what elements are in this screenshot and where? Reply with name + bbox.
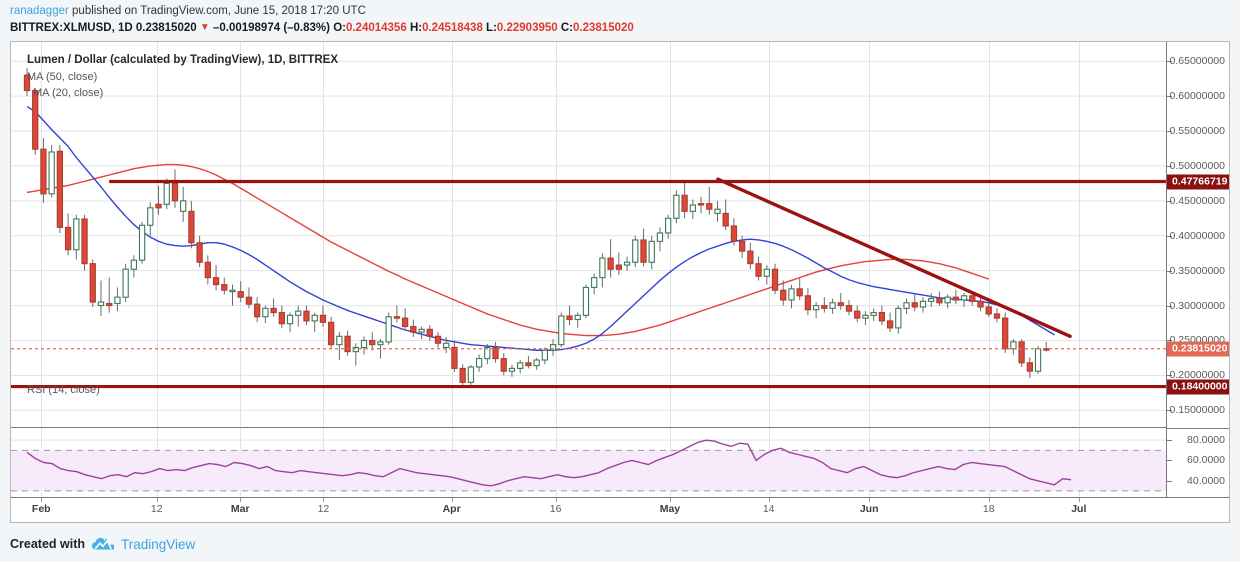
price-axis-label: 0.35000000 <box>1169 264 1225 277</box>
time-axis-tick <box>157 498 158 502</box>
last-price: 0.23815020 <box>135 22 197 34</box>
low-value: 0.22903950 <box>496 22 558 34</box>
time-axis-label: 12 <box>317 503 330 515</box>
rsi-axis-tick <box>1167 460 1172 462</box>
time-axis-label: Mar <box>230 503 250 515</box>
price-axis-tick <box>1167 270 1172 272</box>
time-axis-tick <box>556 498 557 502</box>
time-axis[interactable]: Feb 12 Mar 12 Apr 16 May 14 Jun 18 Jul <box>11 497 1229 522</box>
time-axis-tick <box>1079 498 1080 502</box>
rsi-axis-label: 80.0000 <box>1187 434 1225 447</box>
price-axis-label: 0.30000000 <box>1169 299 1225 312</box>
change-absolute: –0.00198974 <box>212 22 281 34</box>
rsi-axis-tick <box>1167 440 1172 442</box>
time-axis-tick <box>452 498 453 502</box>
rsi-axis-tick <box>1167 480 1172 482</box>
high-label: H: <box>409 22 423 34</box>
time-axis-tick <box>41 498 42 502</box>
chart-svg <box>11 42 1166 497</box>
rsi-legend[interactable]: RSI (14, close) <box>27 384 100 396</box>
price-axis-label: 0.65000000 <box>1169 55 1225 68</box>
price-axis-tick <box>1167 96 1172 98</box>
price-axis-tick <box>1167 410 1172 412</box>
symbol-quote-line: BITTREX:XLMUSD, 1D 0.23815020 ▼ –0.00198… <box>10 21 634 36</box>
time-axis-tick <box>240 498 241 502</box>
time-axis-label: 16 <box>549 503 562 515</box>
time-axis-label: Apr <box>442 503 461 515</box>
time-axis-label: 18 <box>982 503 995 515</box>
open-value: 0.24014356 <box>345 22 407 34</box>
time-axis-tick <box>670 498 671 502</box>
price-axis-label: 0.20000000 <box>1169 369 1225 382</box>
tradingview-brand-name[interactable]: TradingView <box>121 536 196 552</box>
change-percent: (–0.83%) <box>283 22 330 34</box>
chart-title: Lumen / Dollar (calculated by TradingVie… <box>27 54 338 66</box>
published-text: published on TradingView.com, June 15, 2… <box>68 5 366 17</box>
price-axis-label: 0.45000000 <box>1169 194 1225 207</box>
open-label: O: <box>333 22 346 34</box>
price-axis-tick <box>1167 200 1172 202</box>
price-tag-resistance[interactable]: 0.47766719 <box>1167 174 1229 190</box>
time-axis-label: 14 <box>762 503 775 515</box>
price-axis-tick <box>1167 375 1172 377</box>
tradingview-logo-icon <box>92 537 115 550</box>
time-axis-tick <box>323 498 324 502</box>
time-axis-label: May <box>659 503 681 515</box>
time-axis-label: Feb <box>31 503 51 515</box>
time-axis-tick <box>769 498 770 502</box>
high-value: 0.24518438 <box>422 22 483 34</box>
rsi-axis-label: 40.0000 <box>1187 474 1225 487</box>
publication-line: ranadagger published on TradingView.com,… <box>10 4 366 19</box>
price-axis-tick <box>1167 305 1172 307</box>
rsi-axis-label: 60.0000 <box>1187 454 1225 467</box>
time-axis-tick <box>869 498 870 502</box>
price-axis-tick <box>1167 340 1172 342</box>
symbol-label[interactable]: BITTREX:XLMUSD, 1D <box>10 22 133 34</box>
time-axis-label: Jun <box>859 503 879 515</box>
time-axis-label: 12 <box>150 503 163 515</box>
price-axis-label: 0.50000000 <box>1169 159 1225 172</box>
footer-attribution: Created with TradingView <box>10 533 195 555</box>
price-axis-label: 0.60000000 <box>1169 90 1225 103</box>
price-axis-label: 0.55000000 <box>1169 125 1225 138</box>
axis-pane-separator <box>1167 427 1229 429</box>
time-axis-tick <box>989 498 990 502</box>
price-axis-label: 0.40000000 <box>1169 229 1225 242</box>
low-label: L: <box>486 22 497 34</box>
price-axis-tick <box>1167 131 1172 133</box>
price-axis[interactable]: 0.65000000 0.60000000 0.55000000 0.50000000… <box>1166 42 1229 497</box>
price-axis-tick <box>1167 165 1172 167</box>
price-tag-last[interactable]: 0.23815020 <box>1167 341 1229 357</box>
close-value: 0.23815020 <box>573 22 634 34</box>
close-label: C: <box>560 22 574 34</box>
created-with-label: Created with <box>10 537 86 551</box>
time-axis-label: Jul <box>1071 503 1087 515</box>
chart-plot-area[interactable]: Lumen / Dollar (calculated by TradingVie… <box>11 42 1166 497</box>
price-tag-support[interactable]: 0.18400000 <box>1167 379 1229 395</box>
chart-container[interactable]: Lumen / Dollar (calculated by TradingVie… <box>10 41 1230 523</box>
price-axis-tick <box>1167 61 1172 63</box>
author-name[interactable]: ranadagger <box>10 5 69 17</box>
price-axis-label: 0.15000000 <box>1169 404 1225 417</box>
price-axis-tick <box>1167 235 1172 237</box>
ma50-legend[interactable]: MA (50, close) <box>27 71 98 83</box>
ma20-legend[interactable]: MA (20, close) <box>33 87 104 99</box>
arrow-down-icon: ▼ <box>199 22 210 33</box>
